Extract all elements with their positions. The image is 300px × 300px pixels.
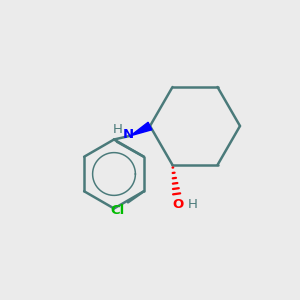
Polygon shape: [130, 122, 152, 136]
Text: N: N: [122, 128, 134, 141]
Text: O: O: [173, 198, 184, 212]
Text: Cl: Cl: [111, 204, 125, 217]
Text: H: H: [188, 198, 197, 212]
Text: H: H: [113, 123, 123, 136]
